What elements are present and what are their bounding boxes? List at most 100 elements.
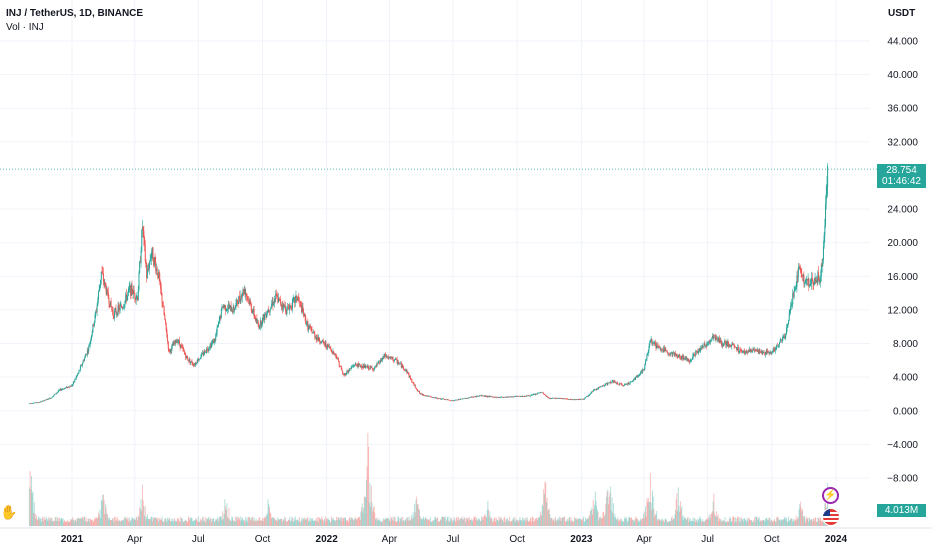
volume-bar: [174, 520, 176, 526]
candle-body: [430, 396, 432, 398]
volume-bar: [169, 518, 171, 526]
candle-body: [806, 278, 808, 280]
candle-body: [746, 351, 748, 353]
candle-body: [260, 320, 262, 326]
volume-bar: [721, 522, 723, 526]
lightning-icon[interactable]: ⚡: [822, 487, 839, 504]
candle-body: [322, 339, 324, 342]
candle-body: [447, 399, 449, 401]
candle-body: [171, 346, 173, 351]
volume-bar: [342, 518, 344, 526]
chart-title[interactable]: INJ / TetherUS, 1D, BINANCE: [6, 8, 144, 19]
candle-body: [497, 397, 499, 398]
x-axis[interactable]: 2021 Apr Jul Oct 2022 Apr Jul Oct 2023 Apr Jul Oct 2…: [0, 527, 932, 545]
candle-body: [218, 320, 220, 322]
candle-body: [233, 306, 235, 311]
candle-body: [316, 337, 318, 340]
volume-bar: [42, 520, 44, 526]
candle-body: [140, 251, 142, 263]
volume-bar: [287, 521, 289, 526]
volume-bar: [708, 519, 710, 526]
candle-body: [301, 306, 303, 313]
candle-body: [398, 363, 400, 365]
y-tick-label: 40.000: [887, 70, 918, 81]
volume-bar: [607, 489, 609, 526]
candle-body: [92, 324, 94, 332]
candle-body: [823, 235, 825, 247]
candle-body: [107, 291, 109, 299]
volume-bar: [375, 519, 377, 526]
candle-body: [691, 359, 693, 361]
candle-body: [626, 384, 628, 385]
candle-body: [376, 363, 378, 367]
volume-bar: [410, 517, 412, 526]
candle-body: [100, 279, 102, 286]
candle-body: [275, 293, 277, 296]
volume-bar: [248, 517, 250, 526]
currency-label[interactable]: USDT: [888, 8, 916, 19]
volume-bar: [399, 518, 401, 526]
us-flag-icon[interactable]: [822, 508, 840, 526]
candle-body: [354, 363, 356, 366]
volume-bar: [531, 516, 533, 526]
volume-bar: [658, 519, 660, 526]
candle-body: [802, 274, 804, 277]
candle-body: [742, 351, 744, 352]
volume-bar: [359, 519, 361, 526]
volume-bar: [51, 517, 53, 526]
volume-bar: [104, 504, 106, 526]
candle-body: [175, 340, 177, 343]
volume-bar: [472, 519, 474, 526]
volume-bar: [685, 518, 687, 526]
volume-bar: [126, 519, 128, 526]
candle-body: [31, 403, 33, 404]
candle-body: [289, 305, 291, 307]
volume-bar: [354, 518, 356, 526]
volume-bar: [128, 521, 130, 526]
volume-bar: [367, 432, 369, 526]
candle-body: [579, 399, 581, 400]
volume-bar: [530, 517, 532, 526]
candle-body: [245, 293, 247, 296]
candle-body: [495, 397, 497, 398]
volume-bar: [107, 517, 109, 526]
volume-bar: [182, 522, 184, 526]
volume-bar: [405, 520, 407, 526]
candle-body: [342, 374, 344, 375]
volume-bar: [381, 521, 383, 526]
volume-bar: [218, 521, 220, 526]
volume-bar: [486, 510, 488, 526]
candle-body: [293, 297, 295, 299]
hand-icon[interactable]: ✋: [0, 504, 18, 520]
volume-bar: [489, 511, 491, 526]
volume-bar: [118, 520, 120, 526]
volume-bar: [479, 521, 481, 526]
volume-indicator-label[interactable]: Vol · INJ: [6, 22, 44, 33]
volume-bar: [251, 517, 253, 526]
candle-body: [102, 273, 104, 282]
volume-bar: [211, 522, 213, 526]
volume-bar: [528, 520, 530, 526]
volume-bar: [114, 517, 116, 526]
candle-body: [481, 395, 483, 397]
volume-bar: [675, 499, 677, 526]
volume-bar: [727, 521, 729, 526]
y-axis[interactable]: 44.00040.00036.00032.00024.00020.00016.0…: [887, 37, 918, 485]
volume-bar: [320, 519, 322, 526]
candle-body: [680, 358, 682, 359]
volume-bar: [518, 521, 520, 526]
candle-body: [482, 395, 484, 397]
volume-bar: [394, 517, 396, 526]
candle-body: [72, 381, 74, 385]
candle-body: [606, 383, 608, 385]
candle-body: [773, 348, 775, 350]
volume-bar: [250, 520, 252, 526]
volume-bar: [638, 520, 640, 526]
volume-bar: [507, 521, 509, 526]
candle-body: [278, 297, 280, 300]
volume-bar: [421, 519, 423, 526]
candle-body: [742, 351, 744, 353]
volume-bar: [437, 521, 439, 526]
candle-body: [273, 298, 275, 304]
